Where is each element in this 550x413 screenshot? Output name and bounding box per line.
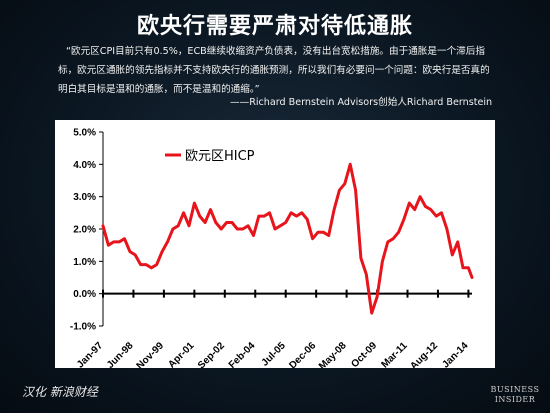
x-tick-label: Jan-97 (75, 340, 105, 368)
logo-line-business: BUSINESS (490, 385, 540, 394)
x-tick-label: Jul-05 (260, 340, 289, 368)
y-tick-label: 0.0% (73, 289, 96, 300)
x-tick-label: Nov-99 (135, 340, 167, 368)
y-tick-label: 2.0% (73, 225, 96, 236)
x-tick-label: Apr-01 (166, 340, 196, 368)
hicp-line-chart: -1.0% 0.0% 1.0% 2.0% 3.0% 4.0% 5.0% Jan-97 Jun-9… (70, 128, 474, 368)
business-insider-logo: BUSINESS INSIDER (490, 385, 540, 405)
quote-text: “欧元区CPI目前只有0.5%，ECB继续收缩资产负债表，没有出台宽松措施。由于… (58, 46, 490, 95)
legend-label: 欧元区HICP (185, 149, 255, 164)
logo-line-insider: INSIDER (494, 395, 536, 404)
series-line-hicp (101, 162, 474, 315)
quote-block: “欧元区CPI目前只有0.5%，ECB继续收缩资产负债表，没有出台宽松措施。由于… (58, 42, 498, 99)
x-tick-label: Jan-14 (440, 340, 470, 368)
x-tick-label: Sep-02 (196, 340, 227, 368)
x-tick-label: Mar-11 (379, 340, 409, 368)
x-tick-label: Jun-98 (105, 340, 136, 368)
y-tick-label: 3.0% (73, 192, 96, 203)
quote-attribution: ——Richard Bernstein Advisors创始人Richard B… (230, 97, 493, 108)
x-tick-label: Aug-12 (408, 340, 440, 368)
chart-panel: -1.0% 0.0% 1.0% 2.0% 3.0% 4.0% 5.0% Jan-97 Jun-9… (55, 120, 495, 368)
x-tick-label: May-08 (317, 340, 349, 368)
y-tick-label: 5.0% (73, 128, 96, 139)
x-tick-label: Oct-09 (349, 340, 379, 368)
y-tick-label: -1.0% (70, 322, 96, 333)
y-tick-label: 4.0% (73, 160, 96, 171)
x-tick-label: Feb-04 (227, 340, 258, 368)
y-tick-label: 1.0% (73, 257, 96, 268)
footer-credit: 汉化 新浪财经 (22, 385, 98, 399)
page-title: 欧央行需要严肃对待低通胀 (136, 14, 413, 39)
x-tick-label: Dec-06 (287, 340, 318, 368)
